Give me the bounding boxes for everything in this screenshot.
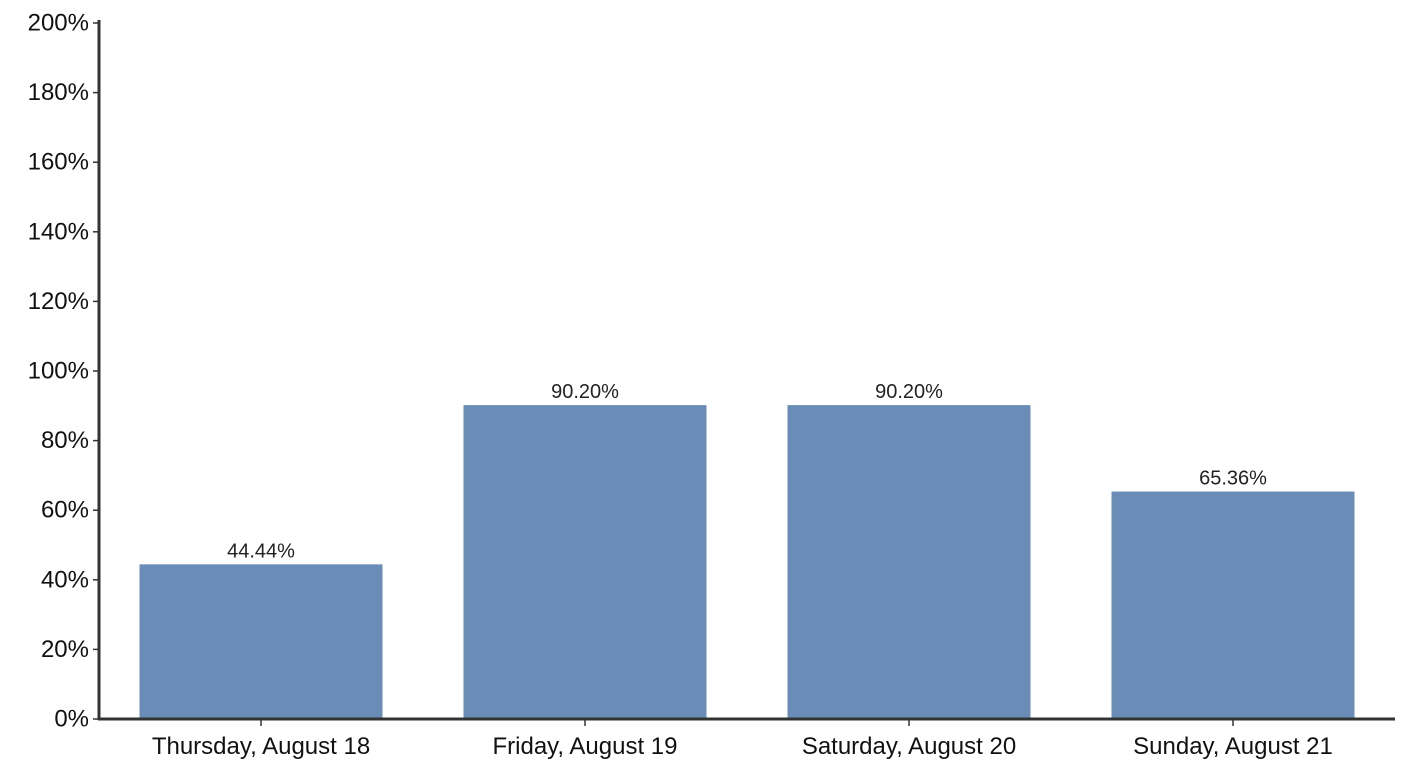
- bar: [1111, 491, 1355, 719]
- y-tick-label: 160%: [28, 149, 89, 176]
- y-tick-label: 80%: [41, 427, 89, 454]
- bar-data-label: 44.44%: [227, 540, 295, 562]
- x-category-label: Sunday, August 21: [1133, 733, 1333, 760]
- y-tick-label: 60%: [41, 497, 89, 524]
- bar: [463, 405, 707, 719]
- bar: [787, 405, 1031, 719]
- data-labels: 44.44% 90.20% 90.20% 65.36%: [227, 381, 1267, 562]
- bar-data-label: 90.20%: [551, 381, 619, 403]
- y-tick-label: 20%: [41, 636, 89, 663]
- y-tick-label: 120%: [28, 288, 89, 315]
- x-category-label: Saturday, August 20: [802, 733, 1016, 760]
- bar-data-label: 65.36%: [1199, 468, 1267, 490]
- y-axis-ticks: 0% 20% 40% 60% 80% 100% 120% 140% 160% 180% 200%: [28, 10, 99, 733]
- bars: [139, 405, 1355, 719]
- y-tick-label: 100%: [28, 358, 89, 385]
- category-labels: Thursday, August 18 Friday, August 19 Satu…: [152, 733, 1333, 760]
- x-category-label: Thursday, August 18: [152, 733, 370, 760]
- bar-data-label: 90.20%: [875, 381, 943, 403]
- x-category-label: Friday, August 19: [493, 733, 678, 760]
- y-tick-label: 180%: [28, 79, 89, 106]
- y-tick-label: 40%: [41, 566, 89, 593]
- y-tick-label: 0%: [54, 706, 89, 733]
- bar: [139, 564, 383, 719]
- y-tick-label: 200%: [28, 10, 89, 37]
- y-tick-label: 140%: [28, 218, 89, 245]
